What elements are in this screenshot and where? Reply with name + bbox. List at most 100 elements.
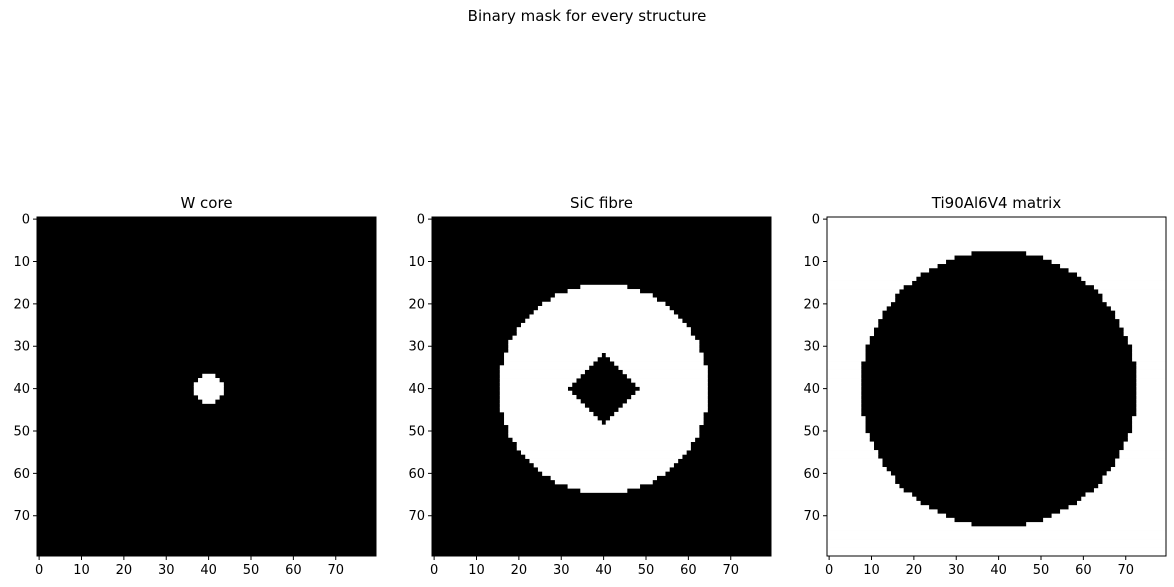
- mask-pixel-run: [533, 310, 674, 315]
- y-tick-label: 30: [803, 340, 820, 355]
- mask-pixel-run: [1132, 424, 1167, 430]
- mask-pixel-run: [516, 331, 691, 337]
- mask-pixel-run: [550, 297, 657, 303]
- x-tick-label: 40: [990, 563, 1007, 578]
- mask-pixel-run: [1123, 441, 1167, 447]
- y-tick-label: 70: [408, 509, 425, 524]
- mask-pixel-run: [198, 378, 220, 383]
- mask-pixel-run: [1077, 500, 1167, 506]
- x-tick-label: 10: [863, 563, 880, 578]
- x-tick-label: 40: [595, 563, 612, 578]
- mask-pixel-run: [1093, 284, 1167, 290]
- mask-pixel-run: [631, 394, 708, 400]
- mask-pixel-run: [605, 420, 704, 426]
- mask-pixel-run: [499, 390, 573, 396]
- mask-pixel-run: [202, 399, 216, 404]
- mask-pixel-run: [827, 331, 875, 337]
- mask-pixel-run: [1123, 327, 1167, 332]
- y-tick-label: 10: [13, 255, 30, 270]
- x-tick-label: 50: [1033, 563, 1050, 578]
- axes-frame: [36, 216, 377, 557]
- mask-pixel-run: [1136, 378, 1167, 383]
- x-tick-label: 30: [553, 563, 570, 578]
- mask-pixel-run: [1136, 382, 1167, 387]
- mask-pixel-run: [1132, 356, 1167, 362]
- mask-pixel-run: [827, 255, 955, 260]
- mask-pixel-run: [1136, 361, 1167, 366]
- mask-pixel-run: [827, 428, 866, 434]
- mask-pixel-run: [193, 382, 224, 387]
- mask-pixel-run: [827, 403, 862, 409]
- mask-pixel-run: [504, 420, 602, 426]
- y-tick-label: 30: [13, 340, 30, 355]
- mask-pixel-run: [1081, 496, 1167, 502]
- mask-pixel-run: [827, 217, 1167, 222]
- mask-pixel-run: [567, 483, 641, 489]
- mask-pixel-run: [512, 437, 696, 442]
- mask-pixel-run: [827, 500, 921, 506]
- mask-pixel-run: [508, 424, 700, 430]
- mask-pixel-run: [827, 483, 900, 489]
- mask-pixel-run: [499, 382, 573, 387]
- mask-pixel-run: [542, 301, 666, 307]
- x-tick-label: 30: [158, 563, 175, 578]
- mask-pixel-run: [827, 492, 913, 498]
- y-tick-label: 60: [13, 467, 30, 482]
- mask-pixel-run: [827, 284, 904, 290]
- mask-pixel-run: [1132, 420, 1167, 426]
- mask-pixel-run: [605, 352, 704, 358]
- mask-pixel-run: [827, 352, 866, 358]
- mask-pixel-run: [1068, 505, 1167, 510]
- mask-pixel-run: [1127, 339, 1167, 345]
- mask-pixel-run: [193, 390, 224, 396]
- mask-pixel-run: [508, 339, 700, 345]
- mask-pixel-run: [827, 526, 1167, 531]
- mask-pixel-run: [554, 293, 653, 298]
- mask-pixel-run: [1115, 314, 1167, 320]
- y-tick-label: 70: [803, 509, 820, 524]
- mask-image: [193, 373, 224, 404]
- x-tick-label: 70: [722, 563, 739, 578]
- mask-pixel-run: [499, 399, 581, 404]
- mask-pixel-run: [1119, 318, 1167, 324]
- y-tick-label: 30: [408, 340, 425, 355]
- y-tick-label: 70: [13, 509, 30, 524]
- y-tick-label: 60: [803, 467, 820, 482]
- x-tick-label: 60: [285, 563, 302, 578]
- mask-pixel-run: [827, 509, 938, 515]
- mask-pixel-run: [1102, 297, 1167, 303]
- mask-pixel-run: [827, 517, 955, 523]
- mask-pixel-run: [1136, 394, 1167, 400]
- mask-pixel-run: [827, 250, 972, 256]
- y-tick-label: 60: [408, 467, 425, 482]
- mask-pixel-run: [504, 411, 594, 417]
- y-tick-label: 0: [22, 213, 30, 228]
- mask-pixel-run: [508, 344, 700, 349]
- mask-pixel-run: [1136, 365, 1167, 370]
- mask-pixel-run: [1136, 373, 1167, 379]
- x-tick-label: 20: [116, 563, 133, 578]
- mask-pixel-run: [827, 369, 862, 375]
- mask-pixel-run: [499, 386, 568, 392]
- mask-pixel-run: [512, 335, 696, 341]
- mask-pixel-run: [827, 543, 1167, 548]
- mask-pixel-run: [827, 225, 1167, 231]
- mask-pixel-run: [827, 301, 891, 307]
- mask-pixel-run: [516, 327, 691, 332]
- x-tick-label: 20: [511, 563, 528, 578]
- mask-pixel-run: [1077, 272, 1167, 277]
- mask-pixel-run: [827, 272, 921, 277]
- axes-frame: [826, 216, 1167, 557]
- mask-pixel-run: [504, 361, 594, 366]
- mask-pixel-run: [609, 416, 704, 421]
- mask-pixel-run: [827, 496, 917, 502]
- mask-pixel-run: [622, 369, 708, 375]
- mask-pixel-run: [827, 407, 862, 413]
- mask-pixel-run: [1132, 416, 1167, 421]
- mask-pixel-run: [537, 305, 670, 311]
- mask-pixel-run: [631, 378, 708, 383]
- mask-pixel-run: [827, 348, 866, 353]
- mask-pixel-run: [1136, 407, 1167, 413]
- mask-pixel-run: [1102, 293, 1167, 298]
- y-tick-label: 50: [408, 424, 425, 439]
